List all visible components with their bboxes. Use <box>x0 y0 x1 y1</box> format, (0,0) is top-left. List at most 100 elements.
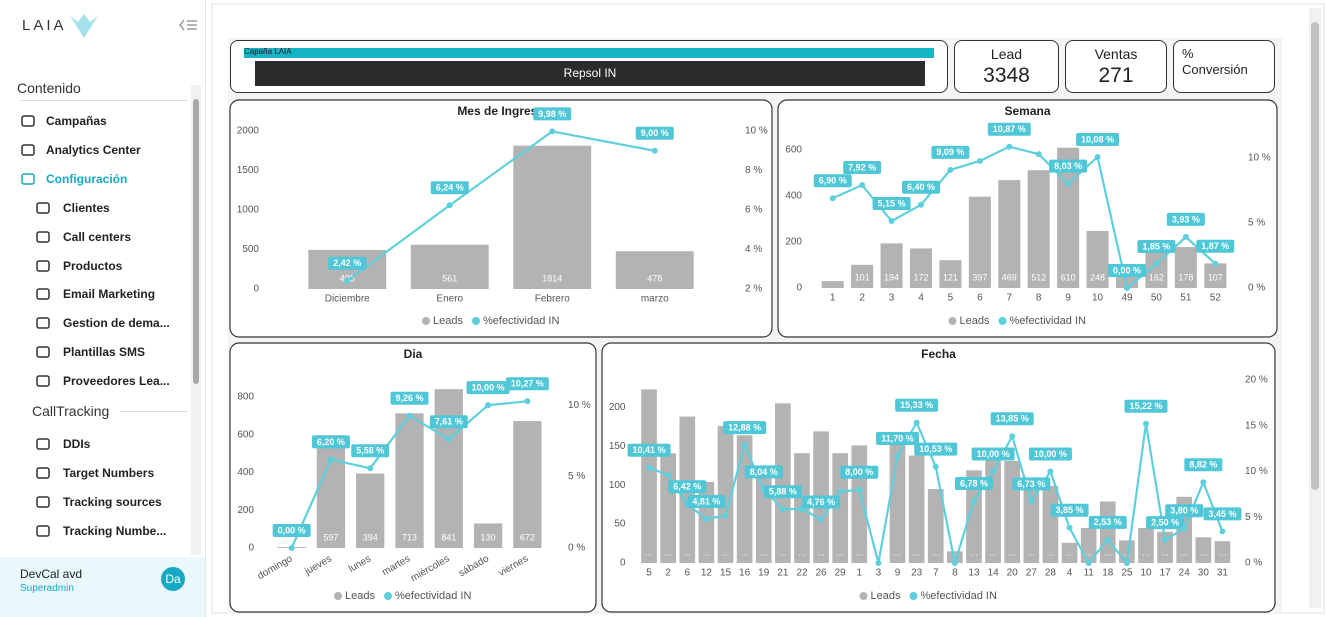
bar <box>832 453 849 563</box>
nav-icon <box>36 525 50 537</box>
x-tick-label: 7 <box>933 568 939 579</box>
data-label: 6,20 % <box>317 437 345 447</box>
data-label-bg <box>1049 159 1088 173</box>
y2-tick-label: 4 % <box>745 244 762 255</box>
nav-item[interactable]: Configuración <box>46 172 128 186</box>
y2-tick-label: 5 % <box>1248 218 1265 229</box>
nav-item[interactable]: Analytics Center <box>46 143 141 157</box>
bar-label: ... <box>645 547 653 557</box>
data-label-bg <box>914 442 958 456</box>
bar-label: 121 <box>943 272 958 282</box>
data-label: 8,00 % <box>845 467 873 477</box>
nav-item[interactable]: Tracking sources <box>63 495 162 509</box>
bar-label: 130 <box>481 532 496 542</box>
x-tick-label: 26 <box>816 568 828 579</box>
data-label-bg <box>971 447 1015 461</box>
chart-panel <box>229 99 773 338</box>
bar-label: ... <box>1161 547 1169 557</box>
line-point <box>1124 285 1130 291</box>
data-label: 6,42 % <box>673 482 701 492</box>
nav-item[interactable]: Call centers <box>63 230 132 244</box>
line-point <box>837 488 844 495</box>
x-tick-label: 1 <box>830 293 836 304</box>
data-label: 4,76 % <box>807 497 835 507</box>
sidebar-scroll-thumb[interactable] <box>193 99 199 384</box>
bar <box>889 435 906 563</box>
line-point <box>524 398 531 405</box>
divider <box>20 100 188 101</box>
y-tick-label: 1000 <box>237 205 260 216</box>
scrollbar-thumb[interactable] <box>1311 22 1319 490</box>
data-label-bg <box>876 431 920 445</box>
slicer-value[interactable]: Repsol IN <box>255 61 925 86</box>
nav-item[interactable]: Email Marketing <box>63 287 156 301</box>
bar-label: 713 <box>402 532 417 542</box>
line-point <box>651 147 658 154</box>
nav-icon <box>36 375 50 387</box>
legend-label: %efectividad IN <box>920 590 996 602</box>
line-point <box>829 195 836 202</box>
data-label: 9,09 % <box>936 147 964 157</box>
bar <box>615 251 694 289</box>
data-label-bg <box>328 256 367 270</box>
bar-label: 672 <box>520 532 535 542</box>
y-tick-label: 200 <box>237 505 254 516</box>
x-tick-label: 16 <box>739 568 751 579</box>
collapse-button[interactable] <box>178 18 198 32</box>
kpi-value: 271 <box>1098 64 1134 87</box>
nav-item[interactable]: Clientes <box>63 201 110 215</box>
line-point <box>779 506 786 513</box>
bar-label: 101 <box>855 272 870 282</box>
line-point <box>894 452 901 459</box>
x-tick-label: Enero <box>436 294 463 305</box>
bar <box>316 435 346 548</box>
data-label-bg <box>272 524 311 537</box>
data-label-bg <box>1184 458 1223 472</box>
bar <box>736 435 753 563</box>
bar-label: ... <box>798 547 806 557</box>
y-tick-label: 400 <box>237 467 254 478</box>
data-label-bg <box>351 444 390 458</box>
bar <box>1138 527 1154 563</box>
bar-label: ... <box>703 547 711 557</box>
data-label: 2,53 % <box>1094 517 1122 527</box>
x-tick-label: 23 <box>911 568 923 579</box>
data-label-bg <box>627 443 671 457</box>
nav-item[interactable]: Campañas <box>46 114 107 128</box>
line-point <box>1181 525 1188 532</box>
line-point <box>990 468 997 475</box>
nav-item[interactable]: Tracking Numbe... <box>63 524 167 538</box>
nav-item[interactable]: Plantillas SMS <box>63 345 146 359</box>
data-label: 12,88 % <box>728 423 761 433</box>
legend-swatch <box>383 592 392 600</box>
bar <box>1057 147 1080 288</box>
x-tick-label: marzo <box>641 294 669 305</box>
data-label: 10,87 % <box>993 124 1026 134</box>
data-label-bg <box>802 495 841 509</box>
line-point <box>1047 468 1054 475</box>
section-heading: Contenido <box>17 80 81 96</box>
line-point <box>327 456 334 463</box>
y-tick-label: 100 <box>609 480 626 491</box>
y-tick-label: 500 <box>242 244 259 255</box>
line-point <box>722 512 729 519</box>
avatar[interactable]: Da <box>161 567 185 591</box>
nav-item[interactable]: Proveedores Lea... <box>63 374 170 388</box>
bar <box>434 389 463 548</box>
data-label: 11,70 % <box>881 433 914 443</box>
bar-label: 841 <box>441 532 456 542</box>
bar <box>356 473 385 548</box>
line-point <box>1085 560 1092 566</box>
nav-item[interactable]: Target Numbers <box>63 466 155 480</box>
data-label-bg <box>505 377 549 391</box>
data-label: 9,00 % <box>641 128 669 138</box>
bar-label: 194 <box>884 272 899 282</box>
bar-label: ... <box>989 547 997 557</box>
y-tick-label: 1500 <box>237 165 260 176</box>
nav-item[interactable]: DDIs <box>63 437 91 451</box>
nav-item[interactable]: Productos <box>63 259 123 273</box>
x-tick-label: 8 <box>952 568 958 579</box>
kpi-label: Ventas <box>1094 46 1138 62</box>
nav-item[interactable]: Gestion de dema... <box>63 316 170 330</box>
bar-label: ... <box>836 547 844 557</box>
